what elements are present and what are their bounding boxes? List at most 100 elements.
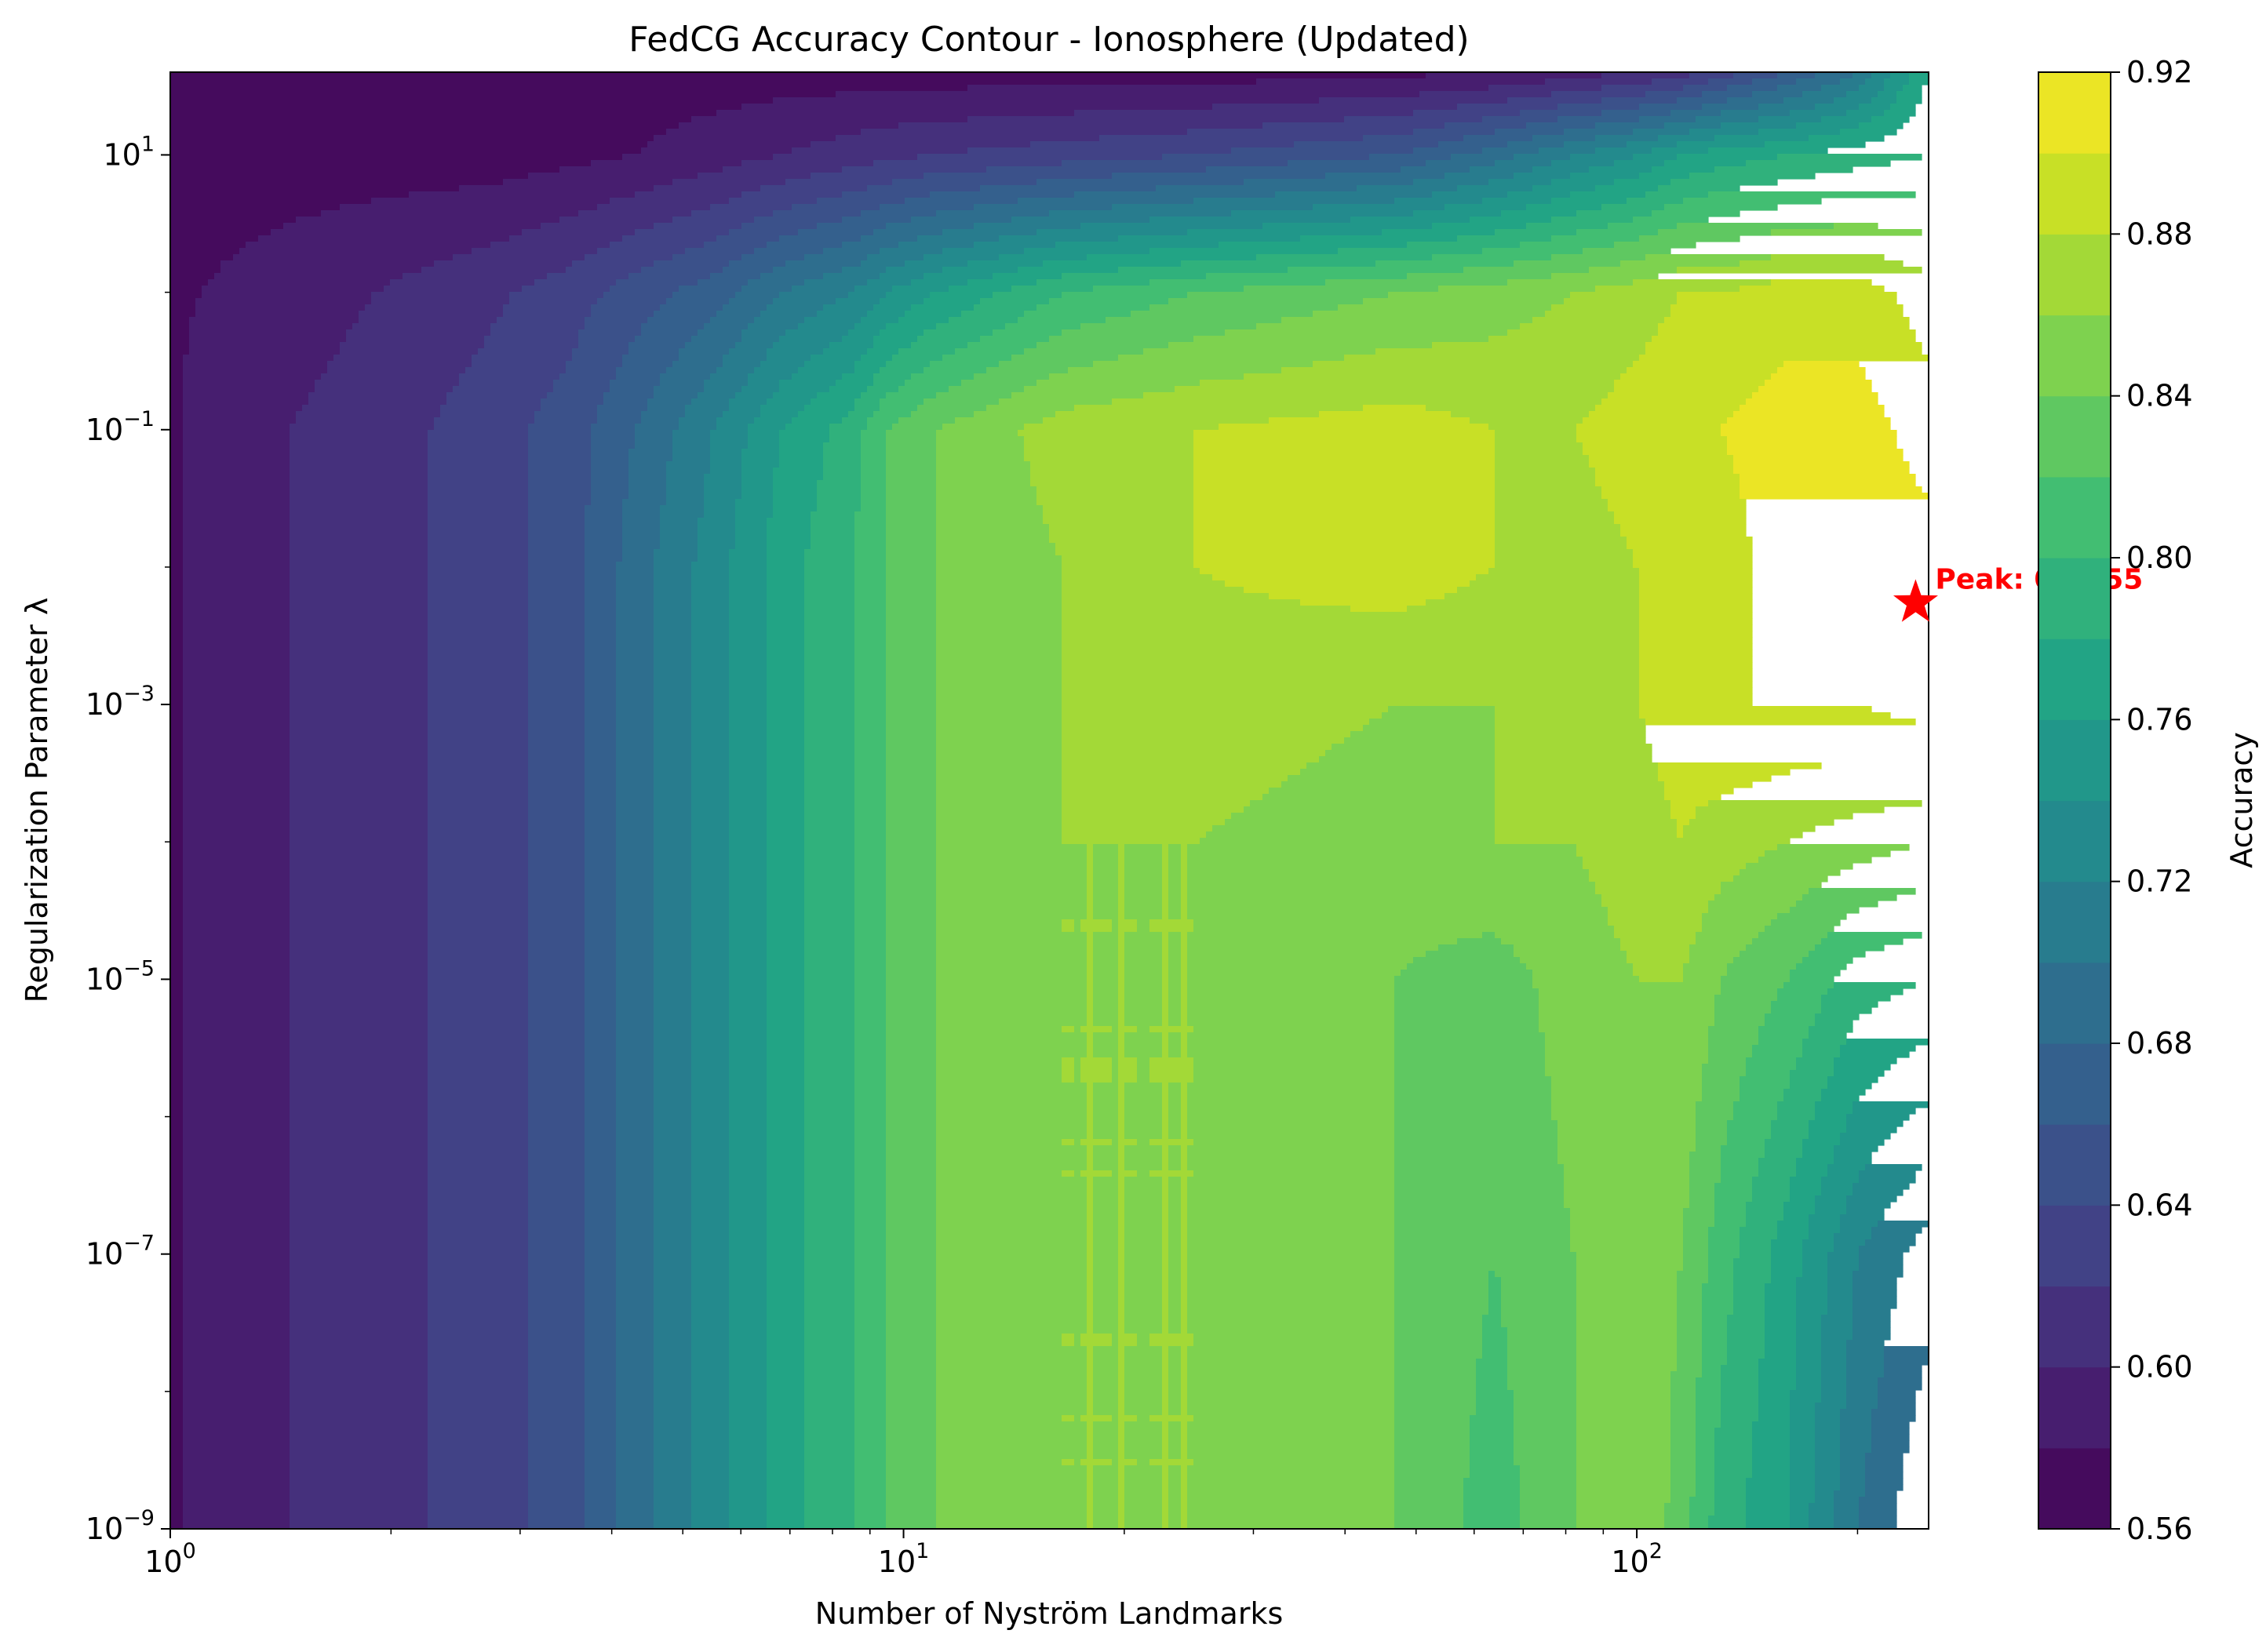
contour-cell xyxy=(1118,1428,1125,1435)
contour-cell xyxy=(1551,235,1640,242)
contour-cell xyxy=(1821,85,1860,92)
contour-cell xyxy=(1062,926,1075,933)
contour-cell xyxy=(754,367,799,374)
contour-cell xyxy=(1168,342,1433,349)
contour-cell xyxy=(170,1177,184,1184)
contour-cell xyxy=(691,1108,730,1115)
contour-cell xyxy=(1062,756,1320,763)
contour-cell xyxy=(1093,1239,1119,1246)
contour-cell xyxy=(974,373,1050,380)
contour-cell xyxy=(1168,1359,1182,1366)
contour-cell xyxy=(528,882,585,889)
contour-cell xyxy=(854,1208,887,1215)
contour-cell xyxy=(723,166,843,173)
contour-cell xyxy=(290,1183,428,1190)
contour-cell xyxy=(528,944,585,952)
contour-cell xyxy=(804,1340,855,1347)
contour-cell xyxy=(1124,1045,1163,1052)
contour-cell xyxy=(886,631,937,638)
contour-cell xyxy=(616,1258,654,1265)
contour-cell xyxy=(528,995,585,1002)
contour-cell xyxy=(1840,1221,1878,1228)
contour-cell xyxy=(1181,1290,1188,1297)
contour-cell xyxy=(1614,518,1747,525)
contour-cell xyxy=(767,1352,805,1359)
contour-cell xyxy=(290,970,428,977)
contour-cell xyxy=(811,398,855,406)
contour-cell xyxy=(1865,1164,1922,1171)
contour-cell xyxy=(214,273,403,280)
contour-cell xyxy=(936,901,1087,908)
contour-cell xyxy=(528,875,585,882)
contour-cell xyxy=(1495,524,1621,531)
contour-cell xyxy=(1262,794,1495,801)
contour-cell xyxy=(1570,1221,1684,1228)
contour-cell xyxy=(936,1039,1087,1046)
contour-cell xyxy=(585,1296,617,1303)
contour-cell xyxy=(729,1145,767,1152)
contour-cell xyxy=(936,511,1044,519)
contour-cell xyxy=(842,417,868,424)
contour-cell xyxy=(767,944,805,952)
contour-cell xyxy=(936,1051,1087,1058)
contour-cell xyxy=(854,762,887,770)
contour-cell xyxy=(1859,1252,1904,1259)
contour-cell xyxy=(1752,1045,1803,1052)
contour-cell xyxy=(1777,367,1866,374)
contour-cell xyxy=(1733,1277,1772,1284)
contour-cell xyxy=(290,788,428,795)
contour-cell xyxy=(854,405,880,412)
contour-cell xyxy=(1168,1221,1182,1228)
contour-cell xyxy=(585,737,617,744)
contour-cell xyxy=(183,417,297,424)
contour-cell xyxy=(1583,417,1728,424)
contour-cell xyxy=(1193,537,1495,544)
contour-cell xyxy=(189,336,347,343)
contour-cell xyxy=(666,480,705,487)
contour-cell xyxy=(654,913,692,920)
contour-cell xyxy=(183,1045,290,1052)
contour-cell xyxy=(1394,1252,1577,1259)
contour-cell xyxy=(1746,160,1891,167)
contour-cell xyxy=(729,1258,767,1265)
contour-cell xyxy=(183,957,290,964)
contour-cell xyxy=(428,681,529,688)
contour-cell xyxy=(1162,1158,1169,1165)
contour-cell xyxy=(1118,919,1138,926)
contour-cell xyxy=(1821,1177,1860,1184)
contour-cell xyxy=(767,1440,805,1447)
contour-cell xyxy=(170,229,271,236)
contour-cell xyxy=(183,781,290,788)
contour-cell xyxy=(1501,210,1577,217)
contour-cell xyxy=(967,85,1489,92)
contour-cell xyxy=(1495,1271,1577,1278)
contour-cell xyxy=(854,599,887,606)
contour-cell xyxy=(1049,336,1194,343)
contour-cell xyxy=(660,505,705,512)
contour-cell xyxy=(886,1421,937,1428)
contour-cell xyxy=(1181,1227,1188,1234)
contour-cell xyxy=(1696,1133,1728,1140)
contour-cell xyxy=(1087,1403,1094,1410)
contour-cell xyxy=(1162,1089,1169,1096)
contour-cell xyxy=(585,944,617,952)
contour-cell xyxy=(1187,894,1602,901)
contour-cell xyxy=(1495,725,1646,732)
contour-cell xyxy=(804,863,855,870)
contour-cell xyxy=(183,731,290,738)
contour-cell xyxy=(1890,104,1916,111)
contour-cell xyxy=(1539,1026,1709,1033)
contour-cell xyxy=(1193,555,1495,562)
contour-cell xyxy=(327,361,472,368)
contour-cell xyxy=(183,424,290,431)
contour-cell xyxy=(1193,549,1495,556)
contour-cell xyxy=(1645,342,1922,349)
contour-cell xyxy=(886,1039,937,1046)
contour-cell xyxy=(767,555,805,562)
contour-cell xyxy=(170,574,184,581)
contour-cell xyxy=(691,1158,730,1165)
contour-cell xyxy=(428,618,529,625)
contour-cell xyxy=(170,938,184,945)
contour-cell xyxy=(1702,1365,1721,1372)
contour-cell xyxy=(428,631,529,638)
